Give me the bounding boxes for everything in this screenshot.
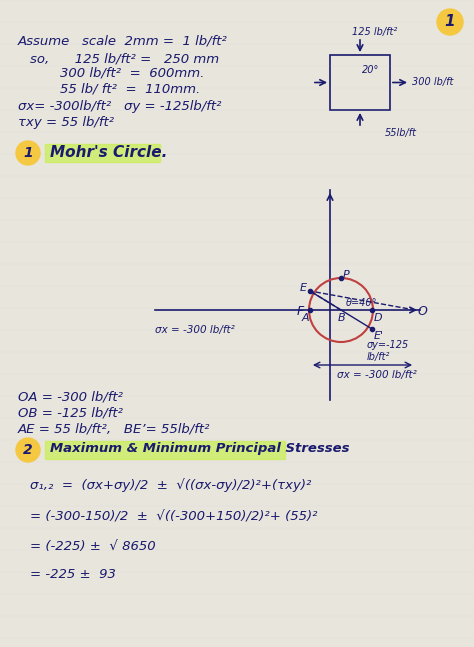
Text: F: F <box>297 305 304 318</box>
Text: Assume   scale  2mm =  1 lb/ft²: Assume scale 2mm = 1 lb/ft² <box>18 35 228 48</box>
Text: σx = -300 lb/ft²: σx = -300 lb/ft² <box>337 370 417 380</box>
Text: = -225 ±  93: = -225 ± 93 <box>30 568 116 581</box>
Text: P: P <box>343 270 350 280</box>
Text: 300 lb/ft: 300 lb/ft <box>412 78 453 87</box>
Text: OB = -125 lb/ft²: OB = -125 lb/ft² <box>18 406 123 419</box>
Text: D: D <box>374 313 383 323</box>
Text: 20°: 20° <box>362 65 379 75</box>
Circle shape <box>437 9 463 35</box>
Text: 125 lb/ft²: 125 lb/ft² <box>352 27 397 37</box>
Text: 55lb/ft: 55lb/ft <box>385 128 417 138</box>
Text: = (-300-150)/2  ±  √((-300+150)/2)²+ (55)²: = (-300-150)/2 ± √((-300+150)/2)²+ (55)² <box>30 510 318 523</box>
Text: θ=40°: θ=40° <box>346 298 377 308</box>
Text: 2: 2 <box>23 443 33 457</box>
Text: B: B <box>338 313 346 323</box>
Text: σx = -300 lb/ft²: σx = -300 lb/ft² <box>155 325 235 335</box>
Text: O: O <box>418 305 428 318</box>
Text: σx= -300lb/ft²   σy = -125lb/ft²: σx= -300lb/ft² σy = -125lb/ft² <box>18 100 221 113</box>
Circle shape <box>16 141 40 165</box>
Text: σy=-125
lb/ft²: σy=-125 lb/ft² <box>367 340 409 362</box>
Bar <box>45 441 285 459</box>
Text: A: A <box>302 313 310 323</box>
Text: so,      125 lb/ft² =   250 mm: so, 125 lb/ft² = 250 mm <box>30 52 219 65</box>
Bar <box>45 144 160 162</box>
Text: 300 lb/ft²  =  600mm.: 300 lb/ft² = 600mm. <box>60 67 204 80</box>
Text: OA = -300 lb/ft²: OA = -300 lb/ft² <box>18 390 123 403</box>
Text: Maximum & Minimum Principal Stresses: Maximum & Minimum Principal Stresses <box>50 442 349 455</box>
Text: τxy = 55 lb/ft²: τxy = 55 lb/ft² <box>18 116 114 129</box>
Text: AE = 55 lb/ft²,   BE’= 55lb/ft²: AE = 55 lb/ft², BE’= 55lb/ft² <box>18 422 210 435</box>
Text: E': E' <box>374 331 384 341</box>
Text: Mohr's Circle.: Mohr's Circle. <box>50 145 167 160</box>
Text: E: E <box>300 283 307 293</box>
Text: 1: 1 <box>23 146 33 160</box>
Text: = (-225) ±  √ 8650: = (-225) ± √ 8650 <box>30 540 155 553</box>
Text: 1: 1 <box>445 14 456 30</box>
Bar <box>330 55 390 110</box>
Circle shape <box>16 438 40 462</box>
Text: 55 lb/ ft²  =  110mm.: 55 lb/ ft² = 110mm. <box>60 82 200 95</box>
Text: σ₁,₂  =  (σx+σy)/2  ±  √((σx-σy)/2)²+(τxy)²: σ₁,₂ = (σx+σy)/2 ± √((σx-σy)/2)²+(τxy)² <box>30 478 311 492</box>
